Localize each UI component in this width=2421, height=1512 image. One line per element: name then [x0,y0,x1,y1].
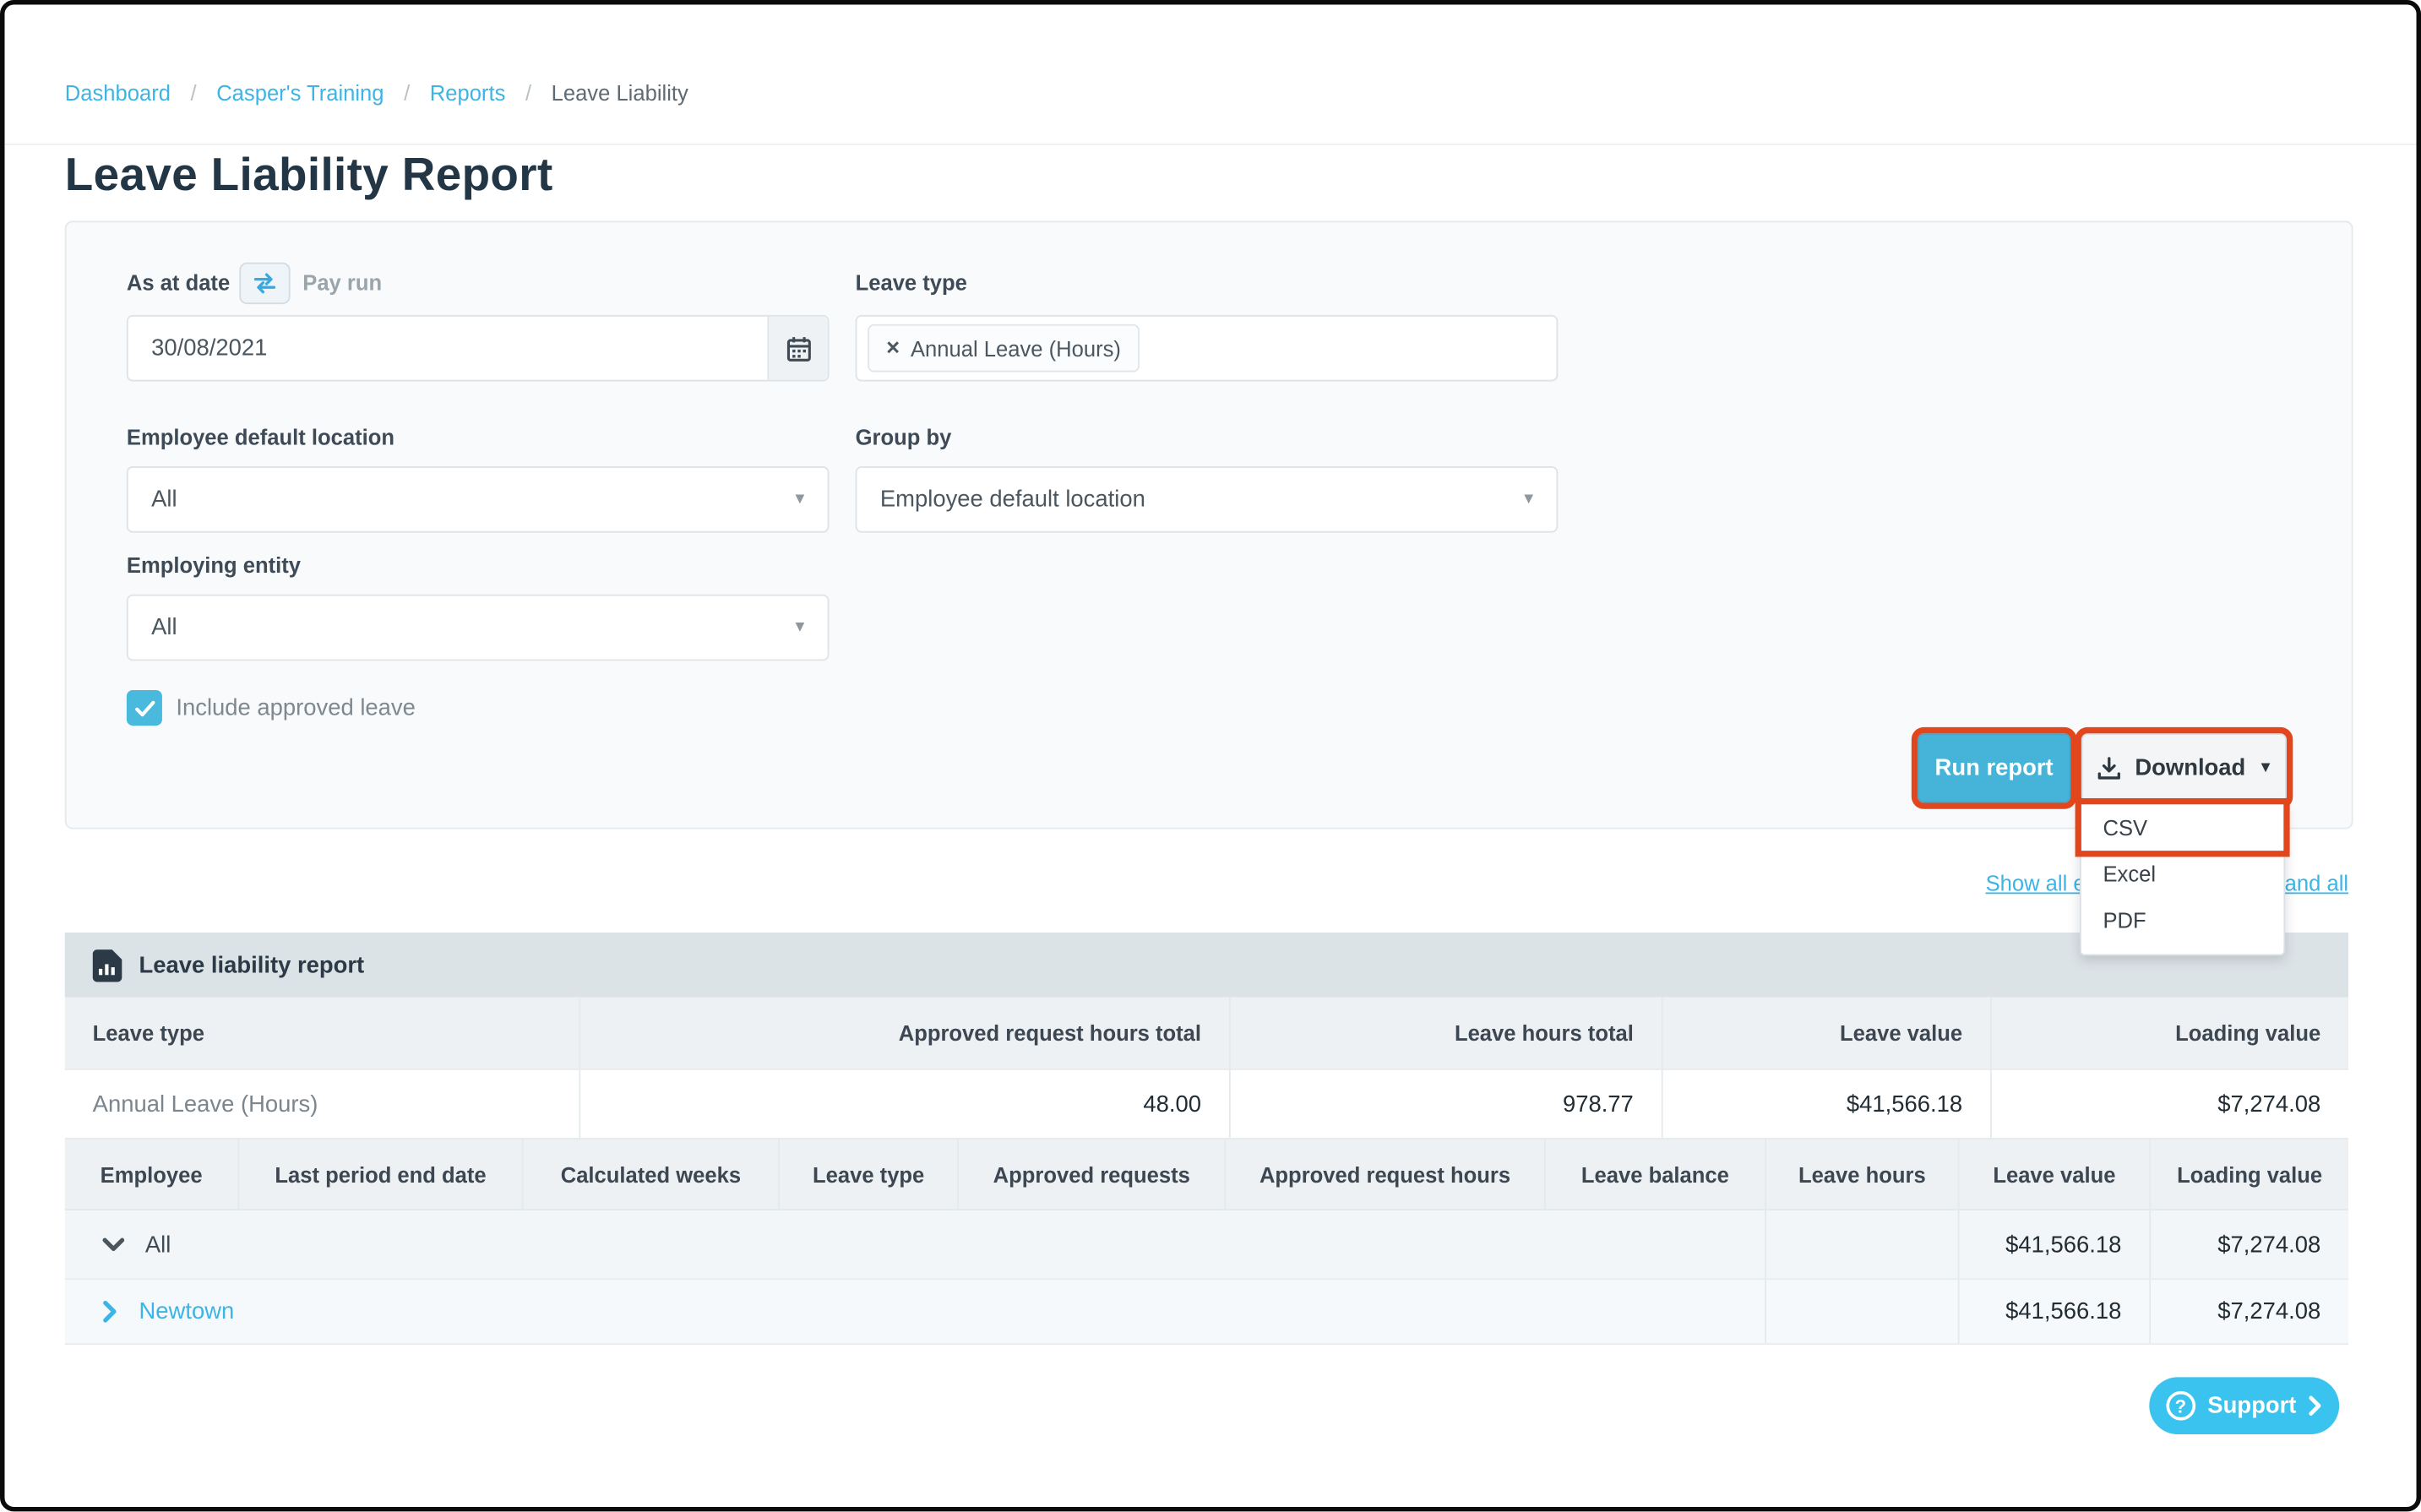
support-button[interactable]: ? Support [2149,1377,2340,1435]
download-menu-item-csv[interactable]: CSV [2075,797,2290,857]
chevron-down-icon: ▼ [792,491,808,509]
breadcrumb-current: Leave Liability [551,80,688,106]
as-at-date-input[interactable]: 30/08/2021 [126,314,830,382]
include-approved-leave-checkbox[interactable] [126,690,162,726]
download-menu-item-pdf[interactable]: PDF [2081,896,2284,944]
as-at-date-value: 30/08/2021 [151,334,268,362]
pay-run-label: Pay run [302,269,383,296]
as-at-date-label: As at date [126,269,231,296]
detail-col-leave-hours: Leave hours [1765,1139,1957,1210]
group-row-label: All [144,1231,171,1258]
employee-default-location-select[interactable]: All ▼ [126,465,830,533]
leave-type-tag: × Annual Leave (Hours) [868,324,1140,373]
breadcrumb-link-business[interactable]: Casper's Training [216,80,384,106]
collapse-row-button[interactable] [102,1236,125,1253]
summary-leave-value: $41,566.18 [1661,1069,1990,1139]
detail-col-leave-balance: Leave balance [1543,1139,1765,1210]
calendar-button[interactable] [767,316,828,380]
remove-tag-icon[interactable]: × [886,334,900,362]
breadcrumb-separator: / [404,80,411,106]
detail-col-approved-requests: Approved requests [957,1139,1224,1210]
chevron-down-icon [102,1236,125,1253]
leave-type-tag-label: Annual Leave (Hours) [910,335,1121,361]
summary-data-row: Annual Leave (Hours) 48.00 978.77 $41,56… [64,1068,2349,1139]
expand-row-button[interactable] [102,1300,119,1323]
summary-col-leave-type: Leave type [92,1020,204,1046]
group-row-loading-value: $7,274.08 [2149,1280,2348,1344]
group-row-leave-hours [1765,1280,1957,1344]
detail-col-leave-type: Leave type [778,1139,957,1210]
group-row-newtown[interactable]: Newtown $41,566.18 $7,274.08 [64,1280,2349,1346]
swap-arrows-icon [252,272,278,295]
summary-col-leave-hours-total: Leave hours total [1228,997,1662,1069]
report-title: Leave liability report [139,951,365,978]
breadcrumb-link-reports[interactable]: Reports [429,80,506,106]
summary-header-row: Leave type Approved request hours total … [64,997,2349,1069]
download-menu: CSV Excel PDF [2075,797,2290,956]
calendar-icon [785,334,811,362]
detail-col-loading-value: Loading value [2149,1139,2348,1210]
detail-header-row: Employee Last period end date Calculated… [64,1139,2349,1211]
report-header-bar: Leave liability report [64,932,2349,998]
group-by-select[interactable]: Employee default location ▼ [855,465,1559,533]
include-approved-leave-label: Include approved leave [176,694,416,721]
chevron-down-icon: ▼ [1521,491,1537,509]
leave-type-input[interactable]: × Annual Leave (Hours) [855,314,1559,382]
summary-leave-type: Annual Leave (Hours) [92,1090,318,1118]
group-row-leave-value: $41,566.18 [1957,1280,2150,1344]
employing-entity-label: Employing entity [126,552,302,578]
summary-loading-value: $7,274.08 [1990,1069,2348,1139]
question-circle-icon: ? [2165,1390,2195,1421]
download-menu-item-excel[interactable]: Excel [2081,851,2284,897]
breadcrumb-link-dashboard[interactable]: Dashboard [64,80,171,106]
group-row-link[interactable]: Newtown [139,1298,235,1325]
employee-default-location-label: Employee default location [126,424,394,449]
employing-entity-select[interactable]: All ▼ [126,594,830,661]
header-divider [0,143,2421,145]
summary-col-leave-value: Leave value [1661,997,1990,1069]
support-button-label: Support [2207,1392,2297,1419]
summary-approved-request-hours-total: 48.00 [579,1069,1229,1139]
report-chart-icon [92,949,122,982]
employee-default-location-value: All [151,486,177,513]
group-by-value: Employee default location [879,486,1145,513]
group-row-all[interactable]: All $41,566.18 $7,274.08 [64,1210,2349,1281]
download-button-label: Download [2135,754,2246,781]
summary-leave-hours-total: 978.77 [1228,1069,1662,1139]
group-by-label: Group by [855,424,952,449]
breadcrumb: Dashboard / Casper's Training / Reports … [65,80,688,105]
summary-col-approved-request-hours-total: Approved request hours total [579,997,1229,1069]
check-icon [133,699,155,717]
chevron-right-icon [102,1300,119,1323]
detail-col-leave-value: Leave value [1957,1139,2150,1210]
summary-col-loading-value: Loading value [1990,997,2348,1069]
date-mode-toggle-button[interactable] [239,262,291,305]
download-button[interactable]: Download ▼ [2075,726,2293,809]
filter-panel: As at date Pay run 30/08/2021 [64,220,2353,829]
group-row-leave-value: $41,566.18 [1957,1210,2150,1279]
breadcrumb-separator: / [525,80,532,106]
breadcrumb-separator: / [190,80,197,106]
page-title: Leave Liability Report [64,150,553,201]
run-report-button[interactable]: Run report [1911,726,2077,809]
leave-liability-report-table: Leave liability report Leave type Approv… [64,932,2349,1346]
chevron-down-icon: ▼ [792,618,808,637]
group-row-leave-hours [1765,1210,1957,1279]
chevron-right-icon [2309,1395,2322,1416]
detail-col-last-period-end-date: Last period end date [237,1139,521,1210]
detail-col-calculated-weeks: Calculated weeks [521,1139,778,1210]
employing-entity-value: All [151,614,177,641]
leave-type-label: Leave type [855,269,967,296]
group-row-loading-value: $7,274.08 [2149,1210,2348,1279]
detail-col-approved-request-hours: Approved request hours [1224,1139,1543,1210]
detail-col-employee: Employee [100,1161,203,1187]
chevron-down-icon: ▼ [2257,759,2274,777]
download-icon [2095,754,2123,782]
